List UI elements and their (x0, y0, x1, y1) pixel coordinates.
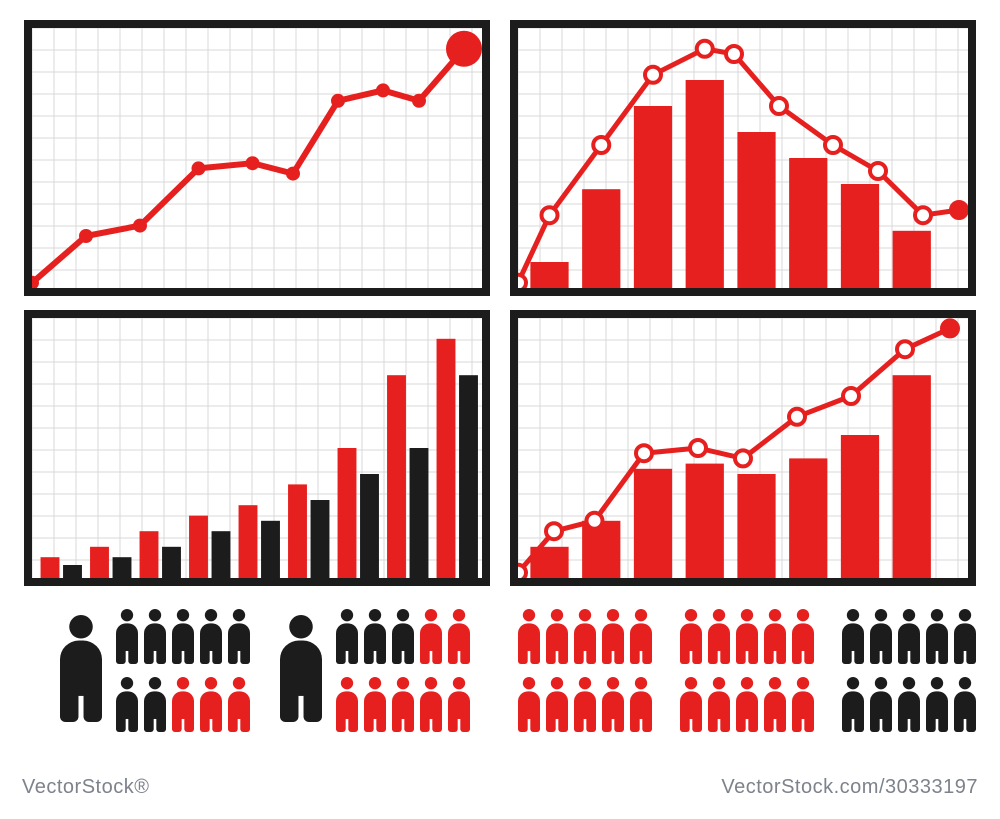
person-leader-icon (60, 614, 102, 722)
chart-panel-top-right (510, 20, 976, 296)
person-icon (336, 676, 358, 732)
person-icon (116, 676, 138, 732)
person-icon (200, 608, 222, 664)
person-icon (764, 676, 786, 732)
person-icon (898, 608, 920, 664)
person-icon (364, 676, 386, 732)
people-infographic-row (0, 600, 1000, 750)
person-leader-icon (280, 614, 322, 722)
person-icon (546, 608, 568, 664)
person-icon (954, 608, 976, 664)
infographic-canvas: { "colors": { "red": "#e6201f", "black":… (0, 0, 1000, 819)
chart-panel-bottom-left (24, 310, 490, 586)
person-icon (420, 608, 442, 664)
person-icon (842, 676, 864, 732)
person-icon (898, 676, 920, 732)
person-icon (842, 608, 864, 664)
person-icon (172, 608, 194, 664)
person-icon (926, 676, 948, 732)
person-icon (602, 608, 624, 664)
person-icon (764, 608, 786, 664)
person-icon (870, 608, 892, 664)
person-icon (518, 608, 540, 664)
person-icon (144, 608, 166, 664)
person-icon (792, 676, 814, 732)
person-icon (336, 608, 358, 664)
person-icon (116, 608, 138, 664)
person-icon (392, 608, 414, 664)
person-icon (228, 676, 250, 732)
person-icon (792, 608, 814, 664)
person-icon (420, 676, 442, 732)
person-icon (392, 676, 414, 732)
person-icon (926, 608, 948, 664)
person-icon (680, 676, 702, 732)
person-icon (708, 676, 730, 732)
person-icon (736, 676, 758, 732)
watermark-right: VectorStock.com/30333197 (721, 776, 978, 799)
person-icon (736, 608, 758, 664)
person-icon (518, 676, 540, 732)
chart-panel-bottom-right (510, 310, 976, 586)
person-icon (448, 676, 470, 732)
person-icon (708, 608, 730, 664)
chart-panel-top-left (24, 20, 490, 296)
person-icon (448, 608, 470, 664)
person-icon (630, 676, 652, 732)
person-icon (364, 608, 386, 664)
watermark-left: VectorStock® (22, 776, 149, 799)
person-icon (870, 676, 892, 732)
person-icon (954, 676, 976, 732)
person-icon (228, 608, 250, 664)
person-icon (574, 676, 596, 732)
person-icon (172, 676, 194, 732)
person-icon (574, 608, 596, 664)
person-icon (144, 676, 166, 732)
person-icon (680, 608, 702, 664)
person-icon (200, 676, 222, 732)
person-icon (630, 608, 652, 664)
person-icon (602, 676, 624, 732)
person-icon (546, 676, 568, 732)
